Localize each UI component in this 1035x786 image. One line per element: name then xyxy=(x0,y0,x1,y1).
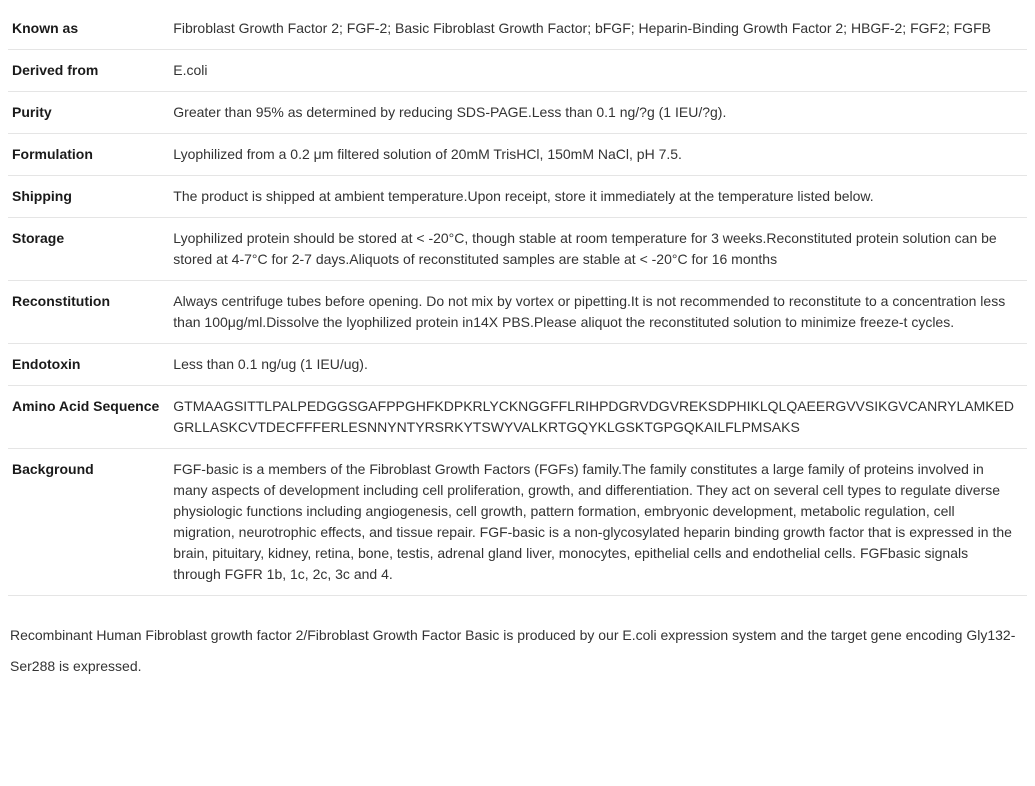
row-amino-acid: Amino Acid Sequence GTMAAGSITTLPALPEDGGS… xyxy=(8,386,1027,449)
value-formulation: Lyophilized from a 0.2 μm filtered solut… xyxy=(169,134,1027,176)
row-known-as: Known as Fibroblast Growth Factor 2; FGF… xyxy=(8,8,1027,50)
row-derived-from: Derived from E.coli xyxy=(8,50,1027,92)
row-background: Background FGF-basic is a members of the… xyxy=(8,449,1027,596)
spec-table: Known as Fibroblast Growth Factor 2; FGF… xyxy=(8,8,1027,596)
row-formulation: Formulation Lyophilized from a 0.2 μm fi… xyxy=(8,134,1027,176)
value-shipping: The product is shipped at ambient temper… xyxy=(169,176,1027,218)
value-endotoxin: Less than 0.1 ng/ug (1 IEU/ug). xyxy=(169,344,1027,386)
footer-description: Recombinant Human Fibroblast growth fact… xyxy=(8,620,1027,682)
value-derived-from: E.coli xyxy=(169,50,1027,92)
row-storage: Storage Lyophilized protein should be st… xyxy=(8,218,1027,281)
value-amino-acid: GTMAAGSITTLPALPEDGGSGAFPPGHFKDPKRLYCKNGG… xyxy=(169,386,1027,449)
value-known-as: Fibroblast Growth Factor 2; FGF-2; Basic… xyxy=(169,8,1027,50)
row-reconstitution: Reconstitution Always centrifuge tubes b… xyxy=(8,281,1027,344)
value-storage: Lyophilized protein should be stored at … xyxy=(169,218,1027,281)
label-amino-acid: Amino Acid Sequence xyxy=(8,386,169,449)
label-purity: Purity xyxy=(8,92,169,134)
row-shipping: Shipping The product is shipped at ambie… xyxy=(8,176,1027,218)
label-reconstitution: Reconstitution xyxy=(8,281,169,344)
label-known-as: Known as xyxy=(8,8,169,50)
label-endotoxin: Endotoxin xyxy=(8,344,169,386)
label-storage: Storage xyxy=(8,218,169,281)
label-formulation: Formulation xyxy=(8,134,169,176)
row-endotoxin: Endotoxin Less than 0.1 ng/ug (1 IEU/ug)… xyxy=(8,344,1027,386)
label-derived-from: Derived from xyxy=(8,50,169,92)
label-background: Background xyxy=(8,449,169,596)
label-shipping: Shipping xyxy=(8,176,169,218)
value-background: FGF-basic is a members of the Fibroblast… xyxy=(169,449,1027,596)
row-purity: Purity Greater than 95% as determined by… xyxy=(8,92,1027,134)
value-reconstitution: Always centrifuge tubes before opening. … xyxy=(169,281,1027,344)
value-purity: Greater than 95% as determined by reduci… xyxy=(169,92,1027,134)
